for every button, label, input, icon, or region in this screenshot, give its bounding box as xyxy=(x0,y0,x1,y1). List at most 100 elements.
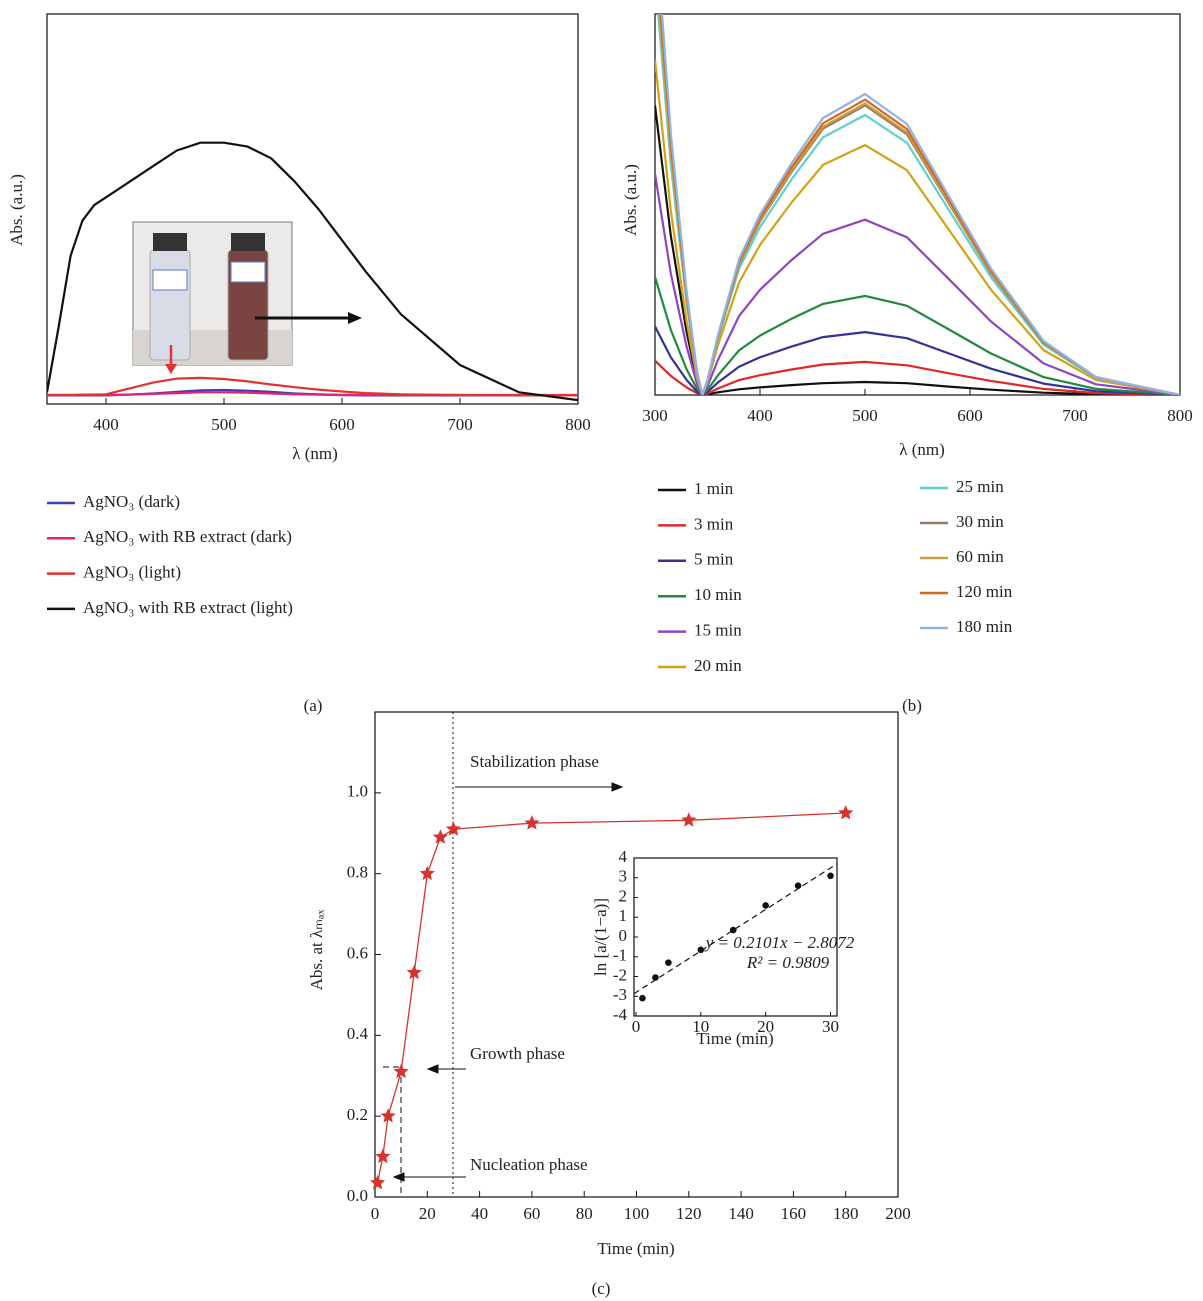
x-axis-label: λ (nm) xyxy=(899,440,945,459)
star-point xyxy=(838,805,854,820)
spectrum-line xyxy=(47,376,578,397)
point xyxy=(697,946,705,954)
curves xyxy=(47,141,578,402)
y-tick-label: 4 xyxy=(619,847,628,866)
y-axis-label: Abs. (a.u.) xyxy=(7,174,26,246)
point xyxy=(729,926,737,934)
y-axis-label: Abs. at λₘₐₓ xyxy=(307,910,326,991)
panel-label: (c) xyxy=(592,1279,611,1298)
y-tick-label: 0.8 xyxy=(347,863,368,882)
star-point xyxy=(524,815,540,830)
x-tick-label: 60 xyxy=(523,1204,540,1223)
x-axis-label: Time (min) xyxy=(696,1029,773,1048)
panel: 400 500 600 700 800 λ (nm) Abs. (a.u.) (a) AgNO₃… xyxy=(7,13,591,715)
star-point xyxy=(419,865,435,881)
phase-annotation: Growth phase xyxy=(470,1044,565,1063)
legend-label: AgNO₃ with RB extract (light) xyxy=(83,598,293,617)
panel: 0 20 40 60 80 100 120 140 160 180 2000.00.20.40.60… xyxy=(307,711,911,1298)
x-tick-label: 700 xyxy=(1062,406,1088,425)
y-tick-label: 1 xyxy=(619,906,628,925)
spectrum-line xyxy=(47,141,578,402)
x-axis-label: λ (nm) xyxy=(292,444,338,463)
legend-label: 30 min xyxy=(956,512,1004,531)
x-tick-label: 300 xyxy=(642,406,668,425)
legend-label: 1 min xyxy=(694,479,734,498)
x-tick-label: 180 xyxy=(833,1204,859,1223)
y-tick-label: 0.0 xyxy=(347,1186,368,1205)
y-tick-label: 2 xyxy=(619,886,628,905)
legend-label: AgNO₃ with RB extract (dark) xyxy=(83,527,292,546)
x-tick-label: 700 xyxy=(447,415,473,434)
photo-arrows xyxy=(165,312,362,374)
star-point xyxy=(380,1108,396,1123)
legend-label: 15 min xyxy=(694,621,742,640)
curves xyxy=(655,14,1180,395)
point xyxy=(652,974,659,981)
spectrum-line xyxy=(655,325,1180,395)
star-point xyxy=(393,1063,409,1079)
legend-label: 180 min xyxy=(956,617,1013,636)
star-point xyxy=(432,829,448,844)
y-tick-label: -1 xyxy=(613,946,627,965)
x-tick-label: 120 xyxy=(676,1204,702,1223)
legend-label: 60 min xyxy=(956,547,1004,566)
panel-label: (a) xyxy=(304,696,323,715)
x-tick-label: 500 xyxy=(211,415,237,434)
y-tick-label: 0.2 xyxy=(347,1105,368,1124)
fit-equation: y = 0.2101x − 2.8072 xyxy=(704,933,855,952)
spectrum-line xyxy=(655,359,1180,395)
x-tick-label: 400 xyxy=(93,415,119,434)
legend-label: AgNO₃ (light) xyxy=(83,563,181,582)
panel: 300 400 500 600 700 800 λ (nm) Abs. (a.u.) (b) 1 … xyxy=(621,13,1193,715)
x-tick-label: 800 xyxy=(1167,406,1193,425)
legend-label: 20 min xyxy=(694,656,742,675)
y-tick-label: 1.0 xyxy=(347,782,368,801)
x-tick-label: 0 xyxy=(632,1017,641,1036)
legend-label: 3 min xyxy=(694,514,734,533)
x-tick-label: 20 xyxy=(419,1204,436,1223)
spectrum-line xyxy=(655,276,1180,395)
x-tick-label: 0 xyxy=(371,1204,380,1223)
x-tick-label: 40 xyxy=(471,1204,488,1223)
plot-frame xyxy=(654,13,1181,396)
x-tick-label: 500 xyxy=(852,406,878,425)
star-point xyxy=(406,964,422,980)
y-tick-label: 0.6 xyxy=(347,943,368,962)
point xyxy=(665,959,672,966)
x-tick-label: 200 xyxy=(885,1204,911,1223)
y-tick-label: -3 xyxy=(613,985,627,1004)
spectrum-line xyxy=(657,14,1180,395)
x-tick-label: 160 xyxy=(781,1204,807,1223)
legend-label: 25 min xyxy=(956,477,1004,496)
y-axis-label: ln [a/(1−a)] xyxy=(591,898,610,976)
point xyxy=(827,872,834,880)
y-tick-label: 0.4 xyxy=(347,1024,369,1043)
star-point xyxy=(681,812,697,827)
spectrum-line xyxy=(659,14,1180,395)
inset-background xyxy=(634,858,837,1016)
x-axis-label: Time (min) xyxy=(597,1239,674,1258)
y-tick-label: -4 xyxy=(613,1005,628,1024)
legend-label: AgNO₃ (dark) xyxy=(83,492,180,511)
y-tick-label: 3 xyxy=(619,867,628,886)
point xyxy=(762,902,769,909)
inset-photo xyxy=(132,221,293,366)
star-point xyxy=(445,821,462,836)
x-tick-label: 400 xyxy=(747,406,773,425)
y-tick-label: 0 xyxy=(619,926,628,945)
x-tick-label: 800 xyxy=(565,415,591,434)
star-point xyxy=(370,1174,386,1190)
x-tick-label: 100 xyxy=(624,1204,650,1223)
x-tick-label: 600 xyxy=(329,415,355,434)
x-tick-label: 10 xyxy=(692,1017,709,1036)
legend-label: 10 min xyxy=(694,585,742,604)
star-point xyxy=(375,1148,391,1164)
y-axis-label: Abs. (a.u.) xyxy=(621,164,640,236)
legend-label: 5 min xyxy=(694,550,734,569)
spectrum-line xyxy=(655,173,1180,395)
legend-label: 120 min xyxy=(956,582,1013,601)
point xyxy=(639,994,646,1002)
point xyxy=(794,882,802,889)
